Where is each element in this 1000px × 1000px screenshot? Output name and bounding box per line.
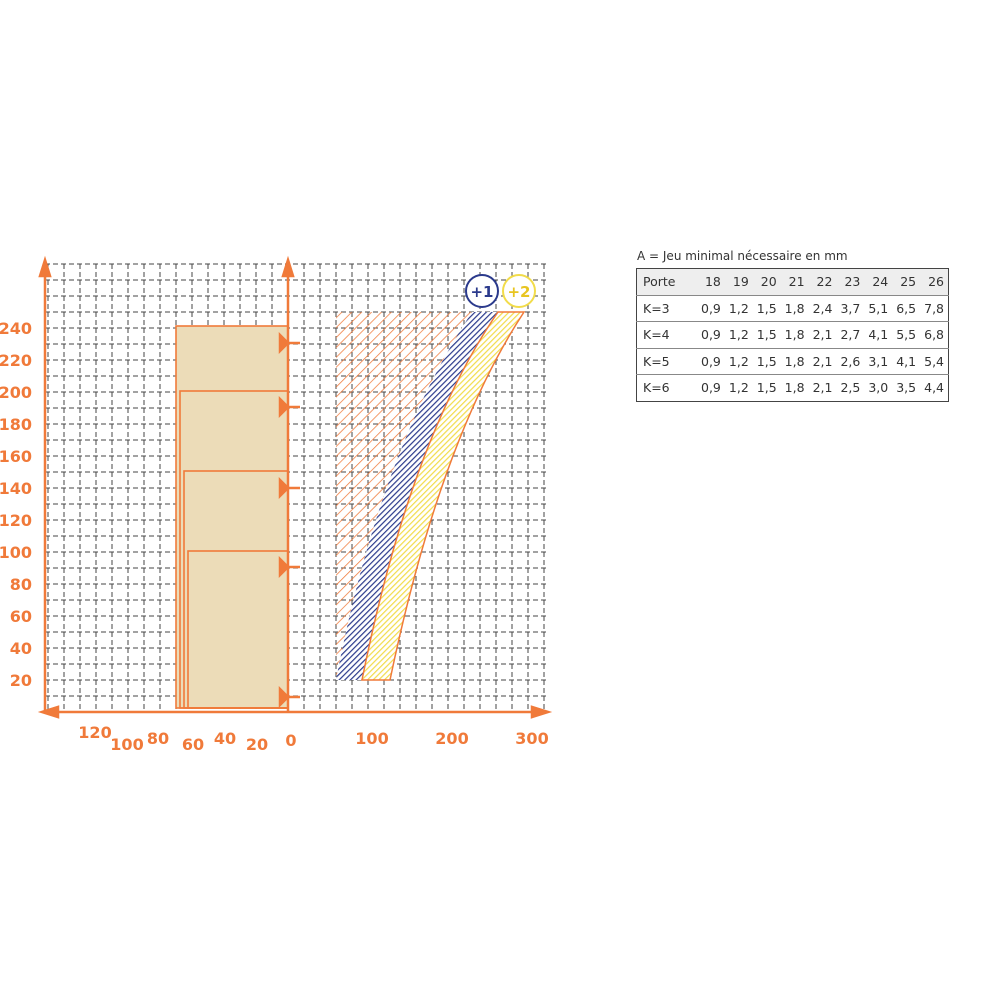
x-label: 100 bbox=[110, 735, 143, 754]
table-cell: 1,2 bbox=[720, 321, 749, 348]
arrow-head bbox=[278, 395, 290, 419]
table-cell: 1,5 bbox=[748, 321, 777, 348]
table-cell: 4,4 bbox=[916, 374, 949, 401]
x-label: 60 bbox=[182, 735, 204, 754]
table: Porte 18 19 20 21 22 23 24 25 26 K=3 0,9 1,2 1,5 1,8 2,… bbox=[636, 268, 950, 402]
y-label: 100 bbox=[0, 543, 32, 562]
table-cell: 21 bbox=[776, 268, 805, 295]
y-label: 140 bbox=[0, 479, 32, 498]
table-cell: 19 bbox=[720, 268, 749, 295]
badge-circle bbox=[502, 274, 536, 308]
band-1 bbox=[336, 312, 498, 680]
y-label: 160 bbox=[0, 447, 32, 466]
table-caption: A = Jeu minimal nécessaire en mm bbox=[637, 249, 848, 263]
table-cell: 1,2 bbox=[720, 374, 749, 401]
badge: +1 bbox=[470, 283, 493, 301]
table-cell: 2,1 bbox=[804, 374, 833, 401]
table-cell: K=5 bbox=[636, 347, 693, 375]
table-cell: 25 bbox=[888, 268, 917, 295]
table-cell: 2,1 bbox=[804, 321, 833, 348]
axes bbox=[37, 255, 553, 719]
y-label: 40 bbox=[10, 639, 32, 658]
table-cell: 26 bbox=[916, 268, 949, 295]
arrow-head bbox=[278, 685, 290, 709]
table-cell: 0,9 bbox=[693, 321, 721, 348]
arrows bbox=[278, 331, 300, 709]
table-cell: 7,8 bbox=[916, 294, 949, 322]
table-cell: 18 bbox=[693, 268, 721, 295]
badge-circle bbox=[465, 274, 499, 308]
table-cell: 2,4 bbox=[804, 294, 833, 322]
table-row: K=5 0,9 1,2 1,5 1,8 2,1 2,6 3,1 4,1 5,4 bbox=[636, 347, 949, 375]
table-cell: 20 bbox=[748, 268, 777, 295]
table-cell: 2,7 bbox=[832, 321, 861, 348]
table-cell: 2,5 bbox=[832, 374, 861, 401]
x-label: 100 bbox=[355, 729, 388, 748]
table-cell: 22 bbox=[804, 268, 833, 295]
table-cell: 1,8 bbox=[776, 321, 805, 348]
table-cell: 5,1 bbox=[860, 294, 889, 322]
shaded-area bbox=[176, 326, 288, 708]
arrow-head bbox=[278, 331, 290, 355]
x-label: 80 bbox=[147, 729, 169, 748]
x-label: 20 bbox=[246, 735, 268, 754]
hatched-zone bbox=[336, 312, 472, 680]
table-cell: Porte bbox=[636, 268, 693, 295]
table-cell: 6,5 bbox=[888, 294, 917, 322]
table-cell: 3,7 bbox=[832, 294, 861, 322]
x-label: 40 bbox=[214, 729, 236, 748]
table-cell: K=3 bbox=[636, 294, 693, 322]
table-cell: 6,8 bbox=[916, 321, 949, 348]
table-cell: 2,6 bbox=[832, 347, 861, 375]
band-2 bbox=[361, 311, 526, 681]
y-label: 220 bbox=[0, 351, 32, 370]
table-cell: 24 bbox=[860, 268, 889, 295]
table-cell: 3,5 bbox=[888, 374, 917, 401]
table-cell: 1,2 bbox=[720, 347, 749, 375]
table-cell: 4,1 bbox=[860, 321, 889, 348]
arrow-head bbox=[278, 555, 290, 579]
table-cell: 5,5 bbox=[888, 321, 917, 348]
table-cell: K=6 bbox=[636, 374, 693, 401]
table-row: K=6 0,9 1,2 1,5 1,8 2,1 2,5 3,0 3,5 4,4 bbox=[636, 374, 949, 401]
table-cell: 1,5 bbox=[748, 294, 777, 322]
x-label: 120 bbox=[78, 723, 111, 742]
table-cell: 1,8 bbox=[776, 374, 805, 401]
table-cell: 1,8 bbox=[776, 347, 805, 375]
table-row: K=3 0,9 1,2 1,5 1,8 2,4 3,7 5,1 6,5 7,8 bbox=[636, 294, 949, 322]
table-cell: 1,5 bbox=[748, 374, 777, 401]
y-label: 180 bbox=[0, 415, 32, 434]
x-label: 200 bbox=[435, 729, 468, 748]
x-label: 0 bbox=[285, 731, 296, 750]
table-cell: 3,0 bbox=[860, 374, 889, 401]
y-label: 80 bbox=[10, 575, 32, 594]
table-cell: 1,2 bbox=[720, 294, 749, 322]
arrow-head bbox=[278, 476, 290, 500]
table-cell: 2,1 bbox=[804, 347, 833, 375]
table-row: K=4 0,9 1,2 1,5 1,8 2,1 2,7 4,1 5,5 6,8 bbox=[636, 321, 949, 348]
x-label: 300 bbox=[515, 729, 548, 748]
table-cell: 1,8 bbox=[776, 294, 805, 322]
y-label: 200 bbox=[0, 383, 32, 402]
table-cell: 23 bbox=[832, 268, 861, 295]
table-row: Porte 18 19 20 21 22 23 24 25 26 bbox=[636, 268, 949, 295]
table-cell: 5,4 bbox=[916, 347, 949, 375]
y-label: 120 bbox=[0, 511, 32, 530]
table-cell: 0,9 bbox=[693, 294, 721, 322]
table-cell: 3,1 bbox=[860, 347, 889, 375]
table-cell: 4,1 bbox=[888, 347, 917, 375]
y-label: 240 bbox=[0, 319, 32, 338]
table-cell: 1,5 bbox=[748, 347, 777, 375]
y-label: 20 bbox=[10, 671, 32, 690]
y-label: 60 bbox=[10, 607, 32, 626]
badge: +2 bbox=[507, 283, 530, 301]
table-cell: 0,9 bbox=[693, 374, 721, 401]
table-cell: 0,9 bbox=[693, 347, 721, 375]
table-cell: K=4 bbox=[636, 321, 693, 348]
